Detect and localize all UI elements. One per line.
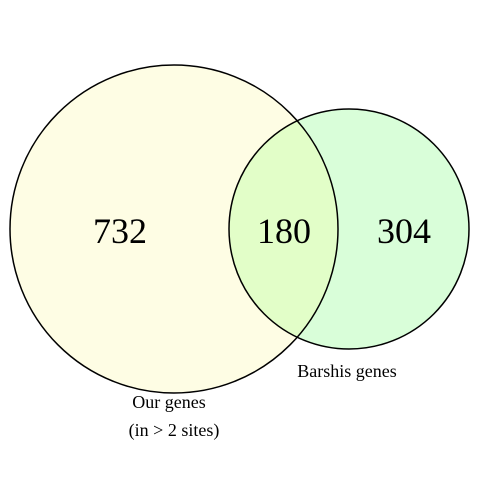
barshis-genes-label: Barshis genes — [297, 361, 396, 381]
our-genes-outline — [9, 64, 339, 394]
count-only-barshis-genes: 304 — [377, 211, 431, 251]
count-only-our-genes: 732 — [93, 211, 147, 251]
intersection-region — [229, 109, 338, 349]
our-genes-circle — [10, 65, 338, 393]
count-intersection: 180 — [257, 211, 311, 251]
our-genes-sublabel: (in > 2 sites) — [129, 420, 220, 441]
barshis-genes-outline — [228, 108, 470, 350]
our-genes-label: Our genes — [132, 392, 205, 412]
